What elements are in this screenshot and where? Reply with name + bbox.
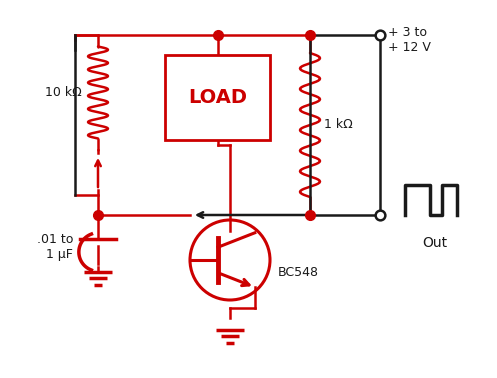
- Bar: [165, 55, 270, 140]
- Text: Out: Out: [422, 236, 448, 250]
- Text: LOAD: LOAD: [188, 88, 247, 107]
- Text: 1 kΩ: 1 kΩ: [324, 118, 353, 132]
- Text: 10 kΩ: 10 kΩ: [45, 86, 82, 99]
- Text: BC548: BC548: [278, 265, 319, 279]
- Text: .01 to
1 μF: .01 to 1 μF: [37, 233, 73, 261]
- Text: + 3 to
+ 12 V: + 3 to + 12 V: [388, 26, 431, 54]
